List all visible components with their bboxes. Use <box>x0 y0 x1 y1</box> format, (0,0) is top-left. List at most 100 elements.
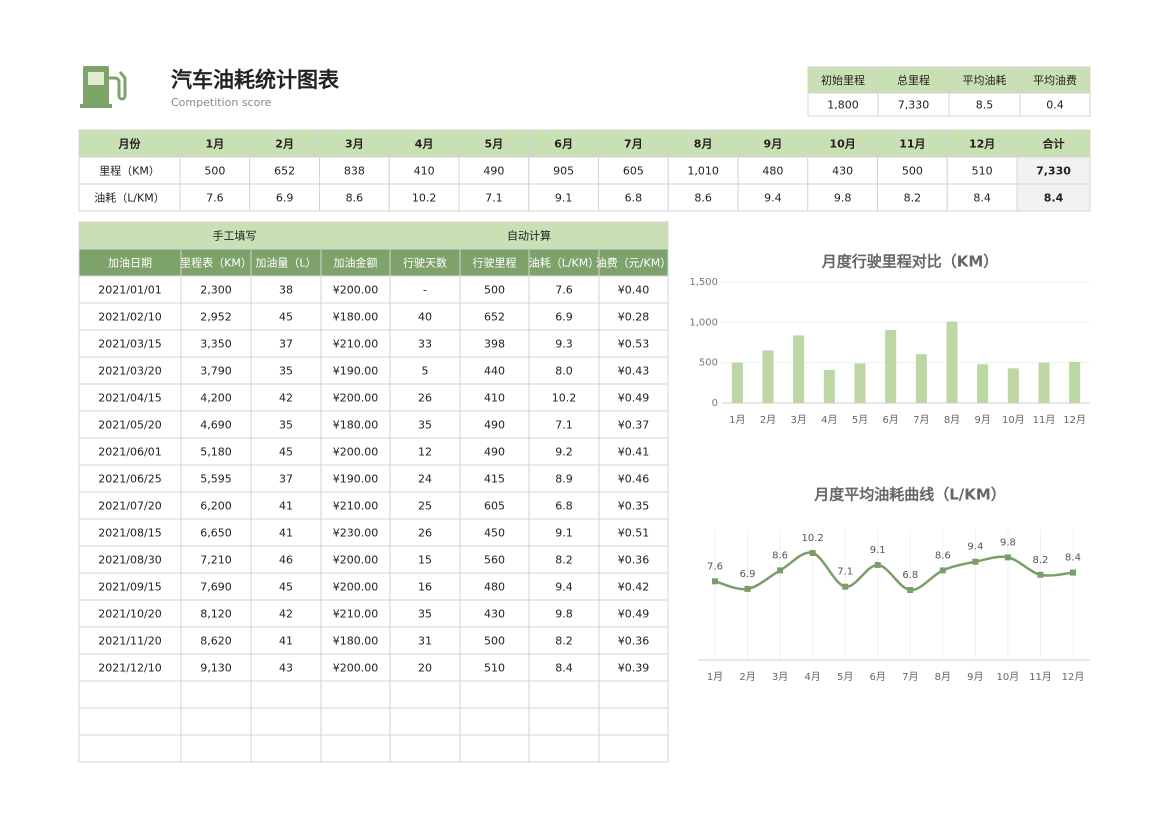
cell-text: ¥190.00 <box>333 365 379 378</box>
data-label: 10.2 <box>802 533 824 544</box>
cell <box>320 707 391 736</box>
cell <box>948 66 1021 94</box>
cell <box>946 183 1018 212</box>
cell-text: 8.4 <box>555 662 573 675</box>
cell-text: ¥180.00 <box>333 635 379 648</box>
cell <box>389 437 461 466</box>
cell <box>389 545 461 574</box>
cell <box>389 410 461 439</box>
cell <box>180 410 252 439</box>
cell <box>528 437 600 466</box>
cell-text: 5 <box>422 365 429 378</box>
cell <box>180 599 252 628</box>
cell-text: ¥200.00 <box>333 284 379 297</box>
cell-text: 25 <box>418 500 432 513</box>
bar <box>762 350 774 403</box>
cell-text: 2021/06/25 <box>98 473 161 486</box>
cell-text: 油耗（L/KM） <box>94 191 165 205</box>
bar <box>1038 362 1050 403</box>
marker <box>777 567 784 574</box>
cell-text: ¥210.00 <box>333 608 379 621</box>
cell-text: 2021/04/15 <box>98 392 161 405</box>
x-tick-label: 10月 <box>997 671 1020 683</box>
cell-text: 总里程 <box>897 73 930 87</box>
data-label: 8.6 <box>772 550 788 561</box>
x-tick-label: 10月 <box>1002 414 1025 426</box>
cell <box>78 329 182 358</box>
cell <box>389 599 461 628</box>
cell <box>459 599 530 628</box>
cell-text: 8.4 <box>973 192 991 205</box>
cell <box>250 545 322 574</box>
cell <box>250 410 322 439</box>
cell-text: 5月 <box>485 138 504 151</box>
cell <box>1016 129 1091 158</box>
cell-text: 37 <box>279 338 293 351</box>
cell-text: 38 <box>279 284 293 297</box>
cell-text: 平均油耗 <box>963 73 1007 87</box>
cell-text: 7.6 <box>206 192 224 205</box>
cell <box>459 383 530 412</box>
cell <box>250 680 322 709</box>
cell-text: 4,690 <box>200 419 232 432</box>
cell-text: 2021/12/10 <box>98 662 161 675</box>
cell-text: ¥200.00 <box>333 446 379 459</box>
cell-text: 行驶里程 <box>473 256 517 270</box>
data-label: 8.4 <box>1065 553 1081 564</box>
cell-text: 8.6 <box>694 192 712 205</box>
cell-text: 8.2 <box>904 192 922 205</box>
cell <box>388 183 460 212</box>
cell-text: 6.8 <box>625 192 643 205</box>
cell <box>78 572 182 601</box>
cell <box>389 275 461 304</box>
bar <box>1007 368 1019 403</box>
cell <box>528 518 600 547</box>
cell-text: ¥200.00 <box>333 662 379 675</box>
cell <box>528 156 599 185</box>
cell-text: 480 <box>762 165 783 178</box>
cell <box>250 437 322 466</box>
cell-text: 2021/03/20 <box>98 365 161 378</box>
cell-text: 10月 <box>829 138 855 151</box>
x-tick-label: 2月 <box>739 671 755 683</box>
cell-text: 月份 <box>118 137 142 151</box>
cell <box>320 437 391 466</box>
bar <box>854 363 866 403</box>
y-tick-label: 500 <box>699 358 718 369</box>
cell-text: 605 <box>623 165 644 178</box>
cell <box>528 680 600 709</box>
cell-text: 6,200 <box>200 500 232 513</box>
cell-text: ¥200.00 <box>333 581 379 594</box>
cell-text: 20 <box>418 662 432 675</box>
cell <box>946 129 1018 158</box>
cell-text: 430 <box>484 608 505 621</box>
cell <box>877 129 948 158</box>
data-label: 9.4 <box>967 542 983 553</box>
cell <box>598 680 669 709</box>
cell-text: 490 <box>484 446 505 459</box>
cell <box>180 707 252 736</box>
cell-text: 9月 <box>764 138 783 151</box>
x-tick-label: 2月 <box>760 414 776 426</box>
cell-text: ¥180.00 <box>333 419 379 432</box>
cell <box>598 410 669 439</box>
cell-text: 838 <box>344 165 365 178</box>
cell <box>598 545 669 574</box>
cell <box>598 626 669 655</box>
cell-text: ¥190.00 <box>333 473 379 486</box>
cell-text: ¥0.41 <box>618 446 650 459</box>
bar <box>977 364 989 403</box>
cell-text: 里程（KM） <box>99 165 160 178</box>
cell-text: 加油金额 <box>334 256 378 270</box>
cell-text: 9.1 <box>555 527 573 540</box>
x-tick-label: 1月 <box>729 414 745 426</box>
cell-text: 8,620 <box>200 635 232 648</box>
cell-text: 7.6 <box>555 284 573 297</box>
cell-text: 9.1 <box>555 192 573 205</box>
cell <box>528 572 600 601</box>
cell <box>389 491 461 520</box>
cell <box>389 383 461 412</box>
cell <box>180 626 252 655</box>
cell-text: 45 <box>279 446 293 459</box>
bar <box>793 335 805 403</box>
